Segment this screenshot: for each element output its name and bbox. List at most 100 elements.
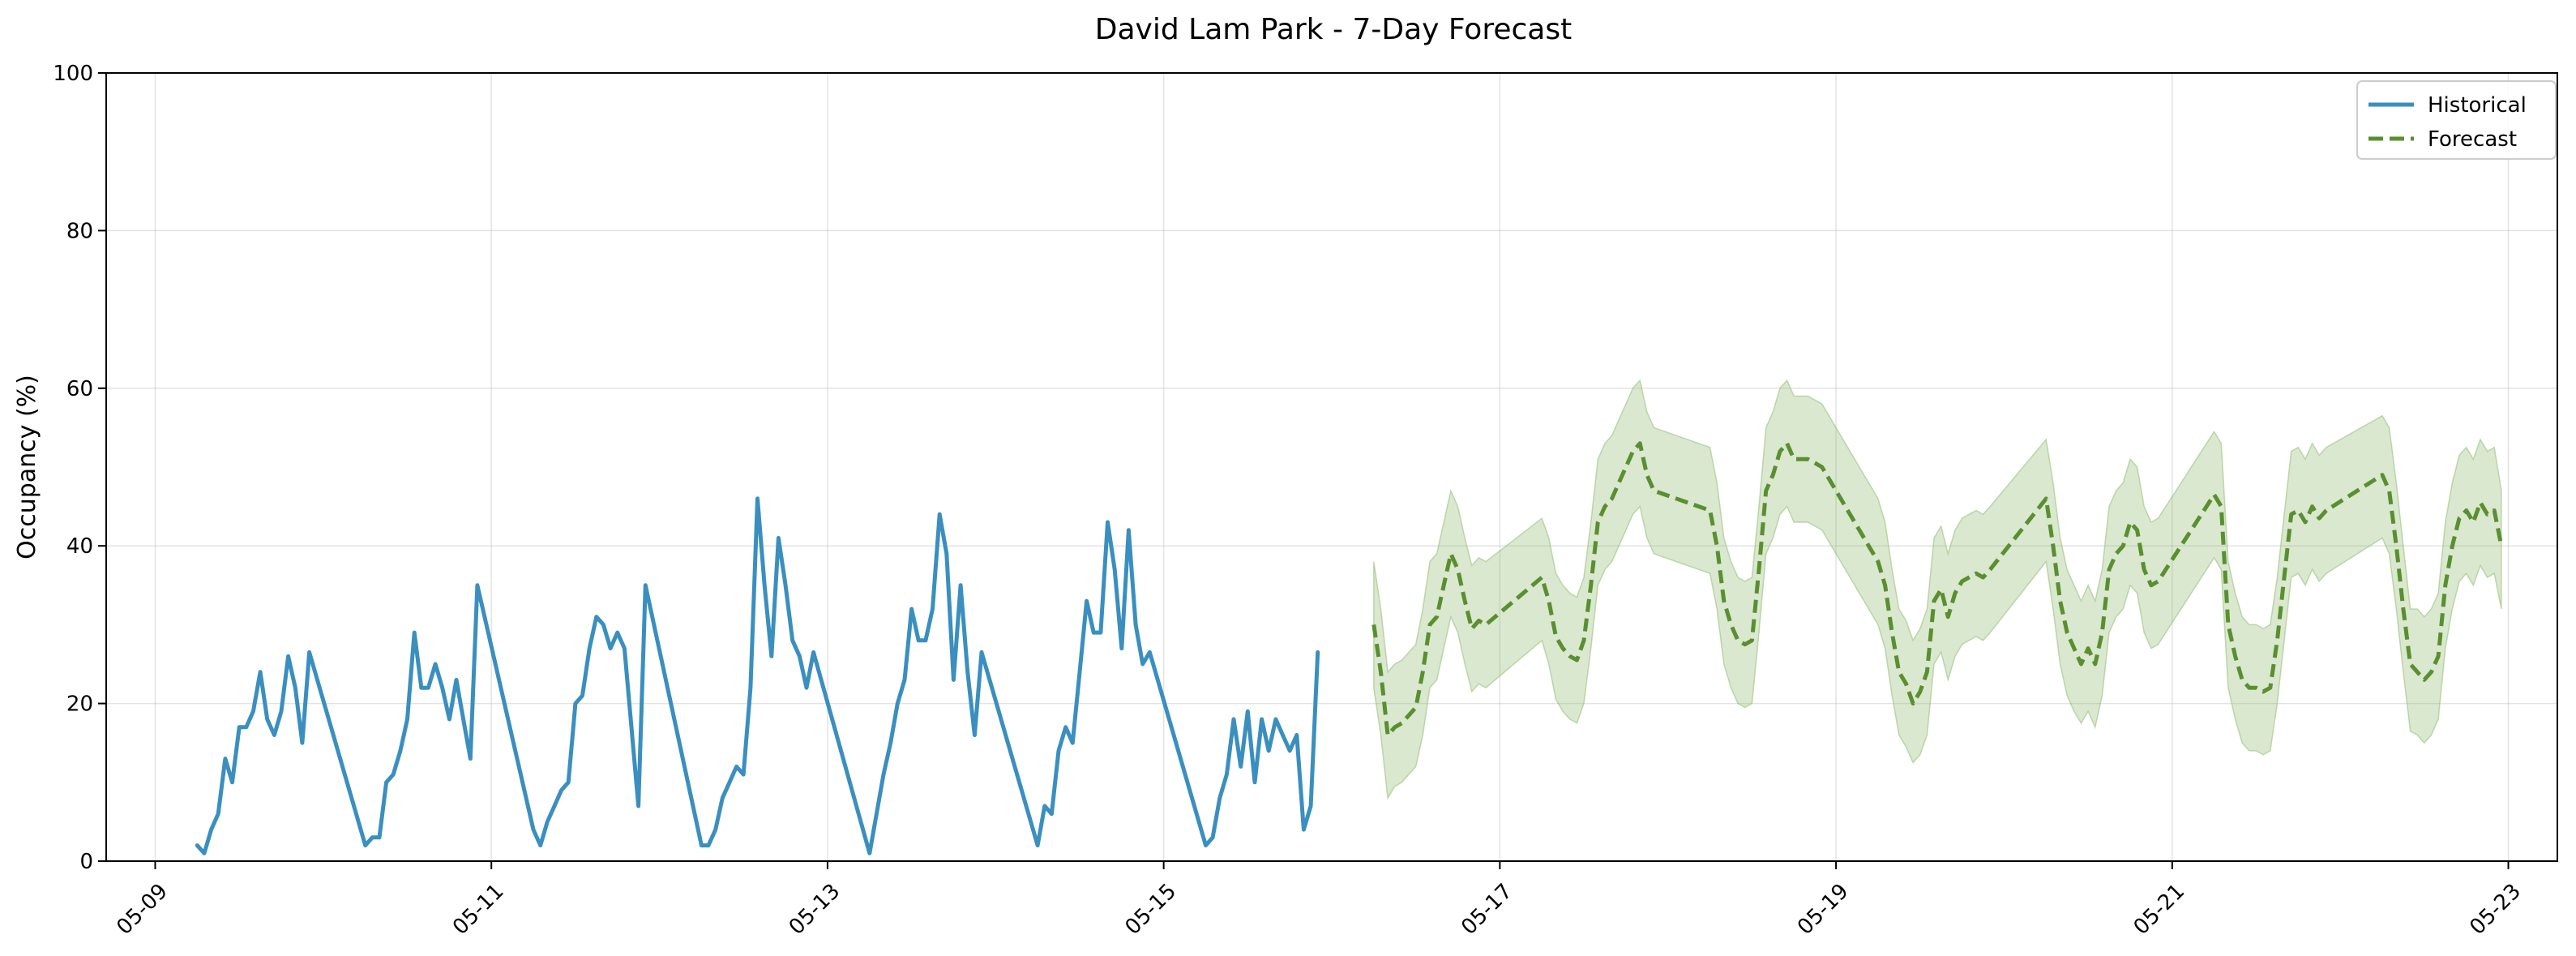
historical-point (1288, 748, 1292, 752)
forecast-point (2065, 631, 2069, 635)
historical-point (455, 678, 459, 682)
historical-point (1063, 725, 1068, 729)
forecast-point (1386, 733, 1390, 737)
forecast-point (1743, 642, 1747, 646)
forecast-point (1582, 638, 1586, 642)
historical-point (378, 835, 382, 839)
forecast-point (2304, 521, 2308, 525)
forecast-point (1708, 508, 1712, 512)
forecast-point (2135, 528, 2139, 532)
historical-point (1134, 623, 1138, 627)
historical-point (1211, 835, 1215, 839)
forecast-point (2408, 662, 2412, 667)
forecast-point (1617, 481, 1621, 485)
historical-point (1113, 568, 1117, 572)
forecast-point (1428, 623, 1432, 627)
historical-point (917, 638, 921, 642)
forecast-point (1757, 568, 1761, 572)
historical-point (1092, 631, 1096, 635)
forecast-point (1652, 489, 1656, 493)
forecast-point (1981, 576, 1985, 580)
forecast-point (1960, 579, 1964, 583)
forecast-point (1715, 544, 1719, 548)
forecast-point (2289, 512, 2293, 517)
historical-point (286, 654, 290, 658)
historical-point (1316, 650, 1320, 654)
historical-point (1057, 748, 1061, 752)
forecast-point (2051, 544, 2055, 548)
forecast-point (1421, 670, 1425, 674)
historical-point (265, 718, 269, 722)
forecast-point (2107, 568, 2112, 572)
forecast-point (1813, 461, 1817, 465)
forecast-point (1988, 568, 1992, 572)
historical-point (440, 686, 444, 690)
forecast-point (1911, 701, 1915, 705)
y-tick-label: 40 (66, 534, 93, 559)
historical-point (1148, 650, 1152, 654)
legend-forecast-label: Forecast (2428, 127, 2517, 152)
historical-point (777, 536, 781, 540)
historical-point (237, 725, 242, 729)
historical-point (1140, 662, 1145, 667)
forecast-point (1778, 449, 1782, 453)
historical-point (965, 670, 969, 674)
forecast-point (2443, 583, 2447, 587)
historical-point (1071, 741, 1075, 745)
y-tick-label: 60 (66, 377, 93, 401)
forecast-point (2381, 473, 2385, 477)
historical-point (700, 843, 704, 847)
historical-point (259, 670, 263, 674)
forecast-point (1456, 568, 1460, 572)
forecast-point (1897, 670, 1901, 674)
historical-point (805, 686, 809, 690)
forecast-point (2233, 654, 2237, 658)
historical-point (923, 638, 927, 642)
forecast-point (2079, 662, 2083, 667)
forecast-series (1371, 441, 2504, 737)
forecast-point (2471, 521, 2475, 525)
forecast-point (1575, 658, 1579, 662)
forecast-point (1540, 576, 1544, 580)
forecast-point (1603, 504, 1607, 508)
historical-point (1267, 748, 1271, 752)
historical-point (223, 757, 227, 761)
forecast-point (1407, 714, 1411, 718)
historical-point (419, 686, 423, 690)
historical-point (644, 583, 648, 587)
forecast-point (1624, 465, 1628, 469)
forecast-line (1371, 441, 2504, 737)
forecast-point (2058, 599, 2062, 603)
historical-point (875, 812, 879, 816)
historical-point (959, 583, 963, 587)
forecast-point (1463, 599, 1467, 603)
historical-point (798, 654, 802, 658)
forecast-point (1939, 587, 1943, 591)
historical-point (763, 583, 767, 587)
historical-point (469, 757, 473, 761)
forecast-point (2219, 504, 2223, 508)
historical-point (363, 843, 367, 847)
forecast-point (2129, 521, 2133, 525)
forecast-point (1645, 473, 1649, 477)
historical-point (1119, 646, 1123, 650)
forecast-point (1484, 623, 1488, 627)
historical-point (398, 748, 402, 752)
forecast-point (2310, 504, 2314, 508)
forecast-point (2114, 551, 2118, 555)
y-axis-ticks: 0 20 40 60 80 100 (53, 62, 106, 874)
historical-point (434, 662, 438, 667)
forecast-point (2247, 686, 2251, 690)
historical-point (475, 583, 479, 587)
forecast-point (1750, 638, 1754, 642)
historical-point (867, 851, 871, 855)
historical-point (769, 654, 773, 658)
forecast-point (1722, 599, 1726, 603)
historical-point (882, 773, 886, 777)
forecast-confidence-band (1373, 379, 2502, 800)
historical-point (405, 718, 409, 722)
historical-point (300, 741, 304, 745)
historical-point (944, 551, 948, 555)
forecast-point (2401, 607, 2405, 611)
